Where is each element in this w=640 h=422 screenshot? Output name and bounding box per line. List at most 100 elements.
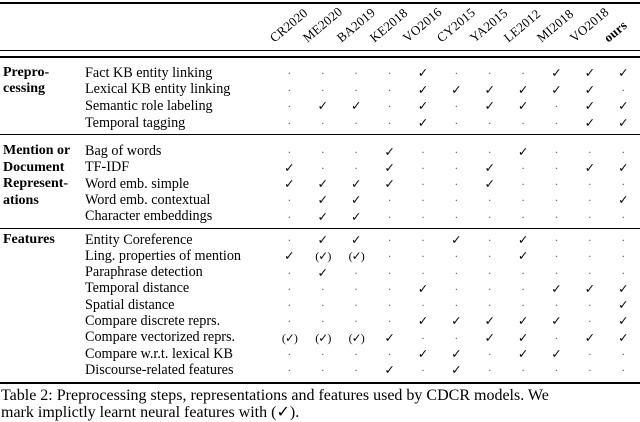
absent-dot: ·	[487, 347, 492, 362]
absent-dot: ·	[387, 116, 392, 131]
column-headers: CR2020 ME2020 BA2019 KE2018 VO2016 CY2015 YA20…	[0, 0, 640, 56]
check-mark: ✓	[517, 330, 529, 345]
absent-dot: ·	[454, 209, 459, 224]
absent-dot: ·	[287, 193, 292, 208]
section-label-line: ations	[3, 192, 39, 208]
row-label: Fact KB entity linking	[85, 64, 213, 81]
implicit-check-mark: (✓)	[315, 249, 331, 264]
absent-dot: ·	[454, 330, 459, 345]
absent-dot: ·	[420, 249, 425, 264]
absent-dot: ·	[287, 66, 292, 81]
check-mark: ✓	[417, 281, 429, 296]
absent-dot: ·	[621, 209, 626, 224]
absent-dot: ·	[320, 144, 325, 159]
section-label-line: Features	[3, 231, 55, 247]
absent-dot: ·	[287, 144, 292, 159]
check-mark: ✓	[484, 160, 495, 175]
absent-dot: ·	[621, 347, 626, 362]
check-mark: ✓	[517, 144, 529, 159]
section-label-line: Represent-	[3, 176, 69, 192]
check-mark: ✓	[384, 160, 395, 175]
check-mark: ✓	[618, 99, 629, 114]
table-row: Bag of words · · · ✓ · · · ✓ · · ·	[0, 143, 640, 159]
absent-dot: ·	[587, 209, 592, 224]
absent-dot: ·	[287, 265, 292, 280]
table-top-rule	[0, 2, 640, 4]
absent-dot: ·	[487, 363, 492, 378]
absent-dot: ·	[420, 177, 425, 192]
absent-dot: ·	[454, 144, 459, 159]
absent-dot: ·	[387, 298, 392, 313]
row-label: Compare vectorized reprs.	[85, 329, 236, 346]
table-row: Word emb. contextual · ✓ ✓ · · · · · · · ✓	[0, 192, 640, 208]
absent-dot: ·	[521, 66, 526, 81]
check-mark: ✓	[317, 99, 329, 114]
absent-dot: ·	[287, 281, 292, 296]
check-mark: ✓	[384, 144, 395, 159]
absent-dot: ·	[287, 363, 292, 378]
check-mark: ✓	[317, 265, 329, 280]
absent-dot: ·	[554, 363, 559, 378]
absent-dot: ·	[587, 193, 592, 208]
absent-dot: ·	[454, 265, 459, 280]
absent-dot: ·	[454, 249, 459, 264]
absent-dot: ·	[287, 116, 292, 131]
absent-dot: ·	[454, 116, 459, 131]
absent-dot: ·	[420, 265, 425, 280]
absent-dot: ·	[320, 347, 325, 362]
table-body: Prepro-cessing Fact KB entity linking · · · ·…	[0, 59, 640, 381]
absent-dot: ·	[387, 99, 392, 114]
section-label: Features	[3, 232, 55, 248]
absent-dot: ·	[320, 66, 325, 81]
check-mark: ✓	[618, 298, 629, 313]
absent-dot: ·	[487, 249, 492, 264]
absent-dot: ·	[554, 265, 559, 280]
absent-dot: ·	[387, 265, 392, 280]
row-label: Entity Coreference	[85, 231, 193, 248]
row-label: Spatial distance	[85, 296, 175, 313]
check-mark: ✓	[584, 99, 596, 114]
absent-dot: ·	[621, 177, 626, 192]
column-header-label: MI2018	[533, 6, 577, 46]
check-mark: ✓	[517, 314, 529, 329]
absent-dot: ·	[554, 99, 559, 114]
absent-dot: ·	[454, 281, 459, 296]
absent-dot: ·	[587, 347, 592, 362]
absent-dot: ·	[454, 66, 459, 81]
check-mark: ✓	[584, 281, 596, 296]
absent-dot: ·	[587, 265, 592, 280]
absent-dot: ·	[354, 363, 359, 378]
check-mark: ✓	[484, 99, 495, 114]
absent-dot: ·	[354, 281, 359, 296]
check-mark: ✓	[551, 82, 562, 97]
absent-dot: ·	[354, 347, 359, 362]
check-mark: ✓	[284, 177, 295, 192]
table-row: Compare discrete reprs. · · · · ✓ ✓ ✓ ✓ ✓ · ✓	[0, 313, 640, 329]
check-mark: ✓	[284, 160, 295, 175]
absent-dot: ·	[587, 233, 592, 247]
check-mark: ✓	[618, 66, 629, 81]
row-label: Character embeddings	[85, 208, 213, 225]
absent-dot: ·	[420, 233, 425, 247]
check-mark: ✓	[451, 82, 462, 97]
check-mark: ✓	[417, 99, 429, 114]
caption-line-2: mark implictly learnt neural features wi…	[1, 403, 300, 421]
absent-dot: ·	[521, 209, 526, 224]
absent-dot: ·	[420, 298, 425, 313]
check-mark: ✓	[618, 160, 629, 175]
section-label: Mention or Document Represent-ations	[3, 143, 70, 209]
row-label: Discourse-related features	[85, 361, 234, 378]
table-row: Character embeddings · ✓ ✓ · · · · · · · ·	[0, 208, 640, 225]
check-mark: ✓	[517, 233, 529, 247]
check-mark: ✓	[618, 314, 629, 329]
check-mark: ✓	[317, 209, 329, 224]
implicit-check-mark: (✓)	[348, 249, 365, 264]
absent-dot: ·	[554, 249, 559, 264]
absent-dot: ·	[521, 265, 526, 280]
check-mark: ✓	[517, 347, 529, 362]
absent-dot: ·	[554, 144, 559, 159]
check-mark: ✓	[284, 249, 295, 264]
table-row: Compare w.r.t. lexical KB · · · · ✓ ✓ · ✓ ✓ · ·	[0, 346, 640, 362]
table-row: Semantic role labeling · ✓ ✓ · ✓ · ✓ ✓ · ✓ ✓	[0, 98, 640, 115]
section-label: Prepro-cessing	[3, 65, 49, 98]
